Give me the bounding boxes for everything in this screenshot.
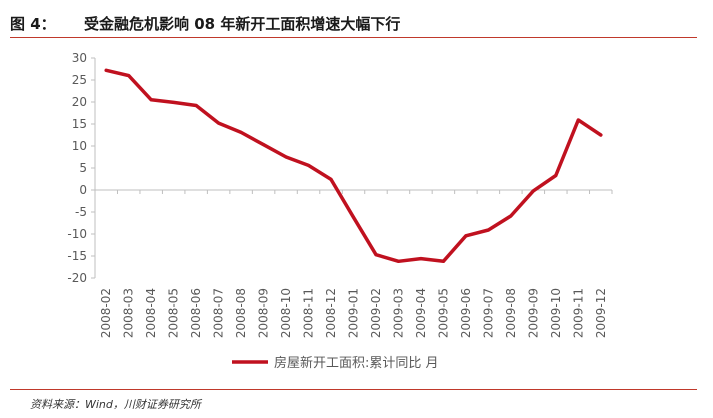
x-tick-label: 2009-07: [481, 288, 495, 338]
data-point: [217, 121, 221, 125]
x-tick-label: 2008-07: [212, 288, 226, 338]
data-point: [239, 130, 243, 134]
data-point: [104, 68, 108, 72]
y-tick-label: -5: [75, 205, 87, 219]
data-point: [464, 234, 468, 238]
y-axis: -20 -15 -10 -5 0 5 10 15 20 25 30: [67, 51, 96, 285]
x-tick-label: 2008-05: [167, 288, 181, 338]
x-tick-label: 2008-12: [324, 288, 338, 338]
data-point: [486, 228, 490, 232]
x-tick-label: 2009-10: [549, 288, 563, 338]
figure-label: 图 4：: [10, 15, 56, 33]
x-tick-label: 2009-12: [594, 288, 608, 338]
legend: 房屋新开工面积:累计同比 月: [232, 355, 439, 371]
source-note: 资料来源：Wind，川财证券研究所: [30, 398, 201, 411]
data-point: [599, 133, 603, 137]
y-tick-label: 10: [72, 139, 87, 153]
x-tick-label: 2009-03: [391, 288, 405, 338]
y-tick-label: 0: [79, 183, 87, 197]
x-tick-label: 2008-02: [99, 288, 113, 338]
x-tick-label: 2008-11: [302, 288, 316, 338]
series-layer: [104, 68, 603, 264]
x-tick-label: 2009-04: [414, 288, 428, 338]
x-tick-label: 2008-09: [257, 288, 271, 338]
data-point: [374, 253, 378, 257]
y-tick-label: 30: [72, 51, 87, 65]
y-tick-label: 15: [72, 117, 87, 131]
data-point: [127, 74, 131, 78]
x-tick-label: 2008-04: [144, 288, 158, 338]
x-tick-label: 2009-02: [369, 288, 383, 338]
data-point: [441, 259, 445, 263]
y-tick-label: -15: [67, 249, 87, 263]
x-tick-label: 2008-08: [234, 288, 248, 338]
data-point: [307, 163, 311, 167]
data-point: [352, 215, 355, 219]
y-tick-label: 5: [79, 161, 87, 175]
title-divider: [10, 37, 697, 38]
data-point: [509, 214, 513, 218]
x-tick-label: 2009-11: [571, 288, 585, 338]
data-point: [419, 257, 423, 261]
data-point: [396, 259, 400, 263]
y-tick-label: 25: [72, 73, 87, 87]
data-point: [329, 177, 333, 181]
x-tick-label: 2009-05: [436, 288, 450, 338]
figure-title: 受金融危机影响 08 年新开工面积增速大幅下行: [84, 15, 401, 33]
footer-divider: [10, 389, 697, 390]
data-point: [284, 155, 288, 159]
data-point: [554, 173, 558, 177]
x-tick-label: 2008-06: [189, 288, 203, 338]
y-tick-label: 20: [72, 95, 87, 109]
data-point: [531, 189, 535, 193]
data-point: [194, 104, 198, 108]
data-point: [262, 143, 266, 147]
figure-header: 图 4： 受金融危机影响 08 年新开工面积增速大幅下行: [10, 6, 700, 36]
x-tick-label: 2008-10: [279, 288, 293, 338]
series-line: [104, 68, 603, 264]
data-point: [172, 100, 176, 104]
y-tick-label: -20: [67, 271, 87, 285]
x-axis: 2008-02 2008-03 2008-04 2008-05 2008-06 2008-…: [94, 189, 613, 338]
x-tick-label: 2009-09: [526, 288, 540, 338]
x-tick-label: 2008-03: [122, 288, 136, 338]
x-tick-label: 2009-01: [347, 288, 361, 338]
x-tick-label: 2009-06: [459, 288, 473, 338]
legend-label: 房屋新开工面积:累计同比 月: [274, 355, 439, 371]
x-tick-label: 2009-08: [504, 288, 518, 338]
data-point: [576, 118, 580, 122]
y-tick-label: -10: [67, 227, 87, 241]
data-point: [149, 98, 153, 102]
